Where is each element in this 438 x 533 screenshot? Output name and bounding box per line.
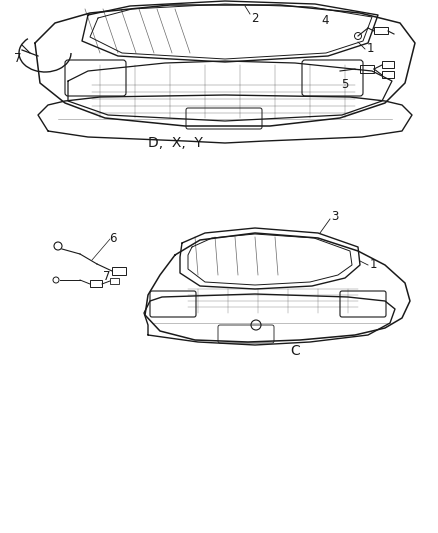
Text: 4: 4 xyxy=(321,13,329,27)
Text: D,  X,  Y: D, X, Y xyxy=(148,136,202,150)
Text: 6: 6 xyxy=(109,231,117,245)
Bar xyxy=(110,278,119,284)
Bar xyxy=(360,65,374,73)
Text: 2: 2 xyxy=(251,12,259,25)
Text: 7: 7 xyxy=(14,52,22,66)
Text: 1: 1 xyxy=(369,259,377,271)
Bar xyxy=(382,61,394,68)
Bar xyxy=(374,27,388,34)
Bar xyxy=(90,280,102,287)
Bar xyxy=(382,71,394,78)
Text: 1: 1 xyxy=(366,43,374,55)
Text: 3: 3 xyxy=(331,211,339,223)
Text: C: C xyxy=(290,344,300,358)
Text: 5: 5 xyxy=(341,78,349,92)
Text: 7: 7 xyxy=(103,271,111,284)
Bar xyxy=(112,267,126,275)
